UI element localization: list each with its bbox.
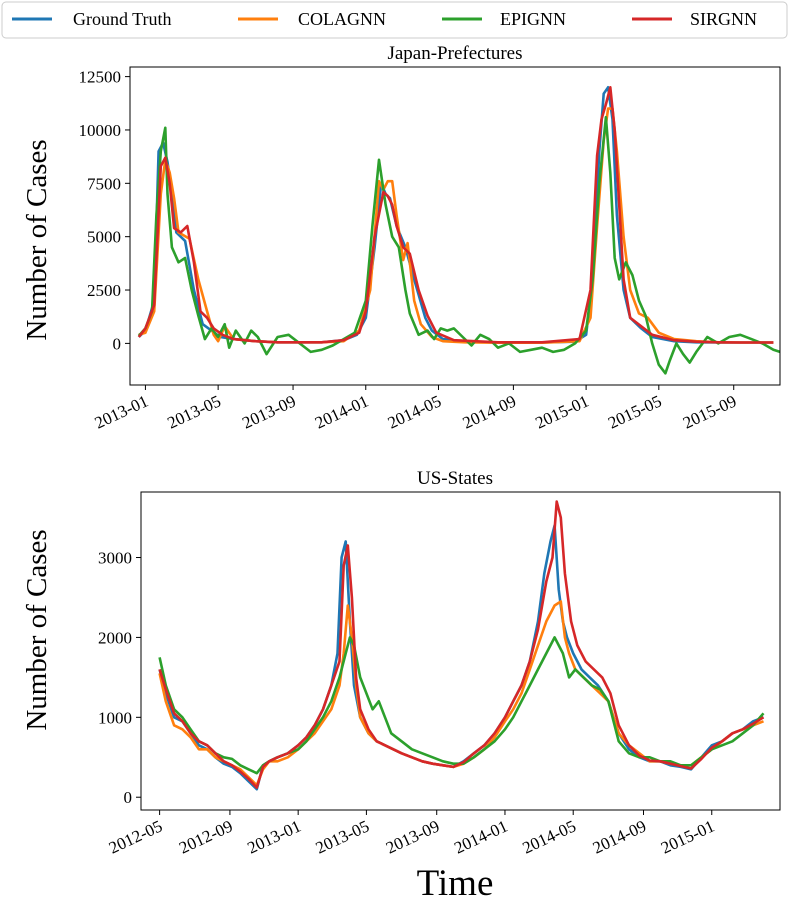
x-tick-label: 2014-05 [385,391,444,432]
y-axis-label: Number of Cases [21,139,53,340]
legend-entry-sirgnn: SIRGNN [632,9,757,29]
y-axis-label: Number of Cases [21,529,53,730]
x-tick-label: 2013-09 [383,816,442,857]
y-tick-label: 0 [124,788,133,807]
x-tick-label: 2014-01 [312,391,371,432]
series-line-sirgnn [137,86,774,344]
x-tick-label: 2012-05 [106,816,165,857]
series-line-epignn [158,636,765,775]
x-tick-label: 2013-05 [164,391,223,432]
x-tick-label: 2013-09 [239,391,298,432]
series-line-ground-truth [137,86,774,344]
chart-title: US-States [417,468,493,489]
legend-label: EPIGNN [500,9,566,29]
x-tick-label: 2014-05 [520,816,579,857]
series-line-colagnn [138,107,774,344]
x-tick-label: 2015-01 [532,391,591,432]
y-tick-label: 12500 [79,68,122,87]
series-line-epignn [137,115,781,375]
legend-label: COLAGNN [298,9,386,29]
plot-frame [140,491,781,811]
x-tick-label: 2014-01 [451,816,510,857]
legend-label: Ground Truth [73,9,172,29]
x-tick-label: 2014-09 [460,391,519,432]
legend-label: SIRGNN [690,9,757,29]
legend-frame [1,1,788,39]
y-tick-label: 2000 [98,628,132,647]
legend-entry-ground-truth: Ground Truth [12,9,172,29]
x-tick-label: 2013-01 [92,391,151,432]
legend-entry-colagnn: COLAGNN [238,9,386,29]
series-line-ground-truth [158,524,764,791]
chart-us-states: US-States Number of Cases 0 1000 2000 3000 2… [21,468,781,858]
y-tick-label: 7500 [87,174,121,193]
y-tick-label: 3000 [98,549,132,568]
x-tick-label: 2013-01 [244,816,303,857]
x-tick-label: 2012-09 [176,816,235,857]
series-line-colagnn [158,600,764,787]
x-tick-label: 2014-09 [590,816,649,857]
y-tick-label: 2500 [87,281,121,300]
x-tick-label: 2013-05 [313,816,372,857]
legend: Ground Truth COLAGNN EPIGNN SIRGNN [1,1,788,39]
x-axis-label: Time [417,863,494,904]
legend-entry-epignn: EPIGNN [442,9,566,29]
series-line-sirgnn [158,500,765,789]
chart-japan-prefectures: Japan-Prefectures Number of Cases 0 2500 5… [21,43,781,433]
x-tick-label: 2015-05 [605,391,664,432]
y-tick-label: 0 [113,334,122,353]
y-tick-label: 1000 [98,708,132,727]
chart-title: Japan-Prefectures [387,43,522,64]
y-tick-label: 10000 [79,121,122,140]
x-tick-label: 2015-09 [680,391,739,432]
plot-frame [129,66,781,386]
y-tick-label: 5000 [87,228,121,247]
x-tick-label: 2015-01 [658,816,717,857]
series-layer [137,86,781,375]
series-layer [158,500,765,791]
